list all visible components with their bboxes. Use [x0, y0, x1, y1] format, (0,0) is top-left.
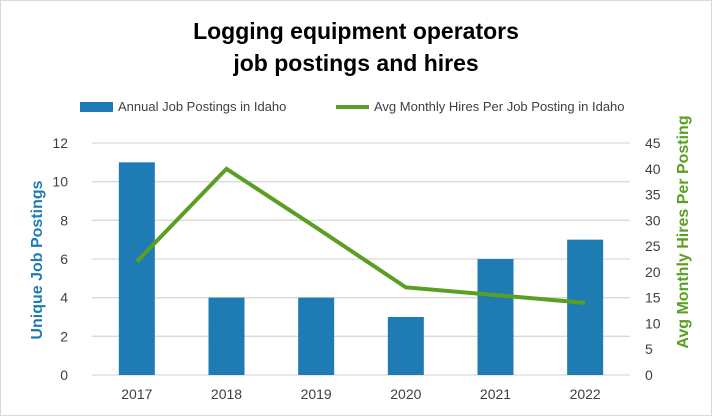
y2-tick-label: 20 [645, 264, 661, 280]
bar-2021 [477, 259, 514, 375]
y2-tick-label: 15 [645, 290, 661, 306]
bar-2020 [387, 317, 424, 375]
x-tick-label: 2022 [570, 386, 601, 402]
y2-tick-label: 10 [645, 315, 661, 331]
chart-title-line2: job postings and hires [233, 50, 479, 76]
legend-label-postings: Annual Job Postings in Idaho [118, 99, 287, 114]
legend-item-hires: Avg Monthly Hires Per Job Posting in Ida… [336, 99, 625, 114]
legend-item-postings: Annual Job Postings in Idaho [80, 99, 286, 114]
x-tick-label: 2019 [301, 386, 332, 402]
y2-tick-label: 35 [645, 187, 661, 203]
y2-tick-label: 5 [645, 341, 653, 357]
y-tick-label: 2 [60, 328, 68, 344]
y2-tick-label: 0 [645, 367, 653, 383]
bar-2022 [567, 239, 604, 375]
y-tick-label: 6 [60, 251, 68, 267]
bar-2017 [118, 162, 155, 375]
y-tick-label: 12 [52, 135, 68, 151]
bar-2018 [208, 297, 245, 375]
y-tick-label: 0 [60, 367, 68, 383]
y2-tick-label: 40 [645, 161, 661, 177]
y-tick-label: 10 [52, 174, 68, 190]
legend-label-hires: Avg Monthly Hires Per Job Posting in Ida… [374, 99, 625, 114]
y2-axis-title: Avg Monthly Hires Per Posting [675, 115, 692, 348]
y-axis-title: Unique Job Postings [29, 180, 46, 339]
x-tick-label: 2021 [480, 386, 511, 402]
y-tick-label: 8 [60, 212, 68, 228]
y2-tick-label: 30 [645, 212, 661, 228]
x-tick-label: 2017 [121, 386, 152, 402]
legend-swatch-bar [80, 101, 113, 112]
y2-tick-label: 25 [645, 238, 661, 254]
bar-2019 [298, 297, 335, 375]
x-tick-label: 2020 [390, 386, 421, 402]
legend-swatch-line [336, 104, 369, 109]
y-tick-label: 4 [60, 290, 68, 306]
chart-title-line1: Logging equipment operators [193, 18, 519, 44]
x-tick-label: 2018 [211, 386, 242, 402]
y2-tick-label: 45 [645, 135, 661, 151]
hires-line [135, 166, 586, 305]
